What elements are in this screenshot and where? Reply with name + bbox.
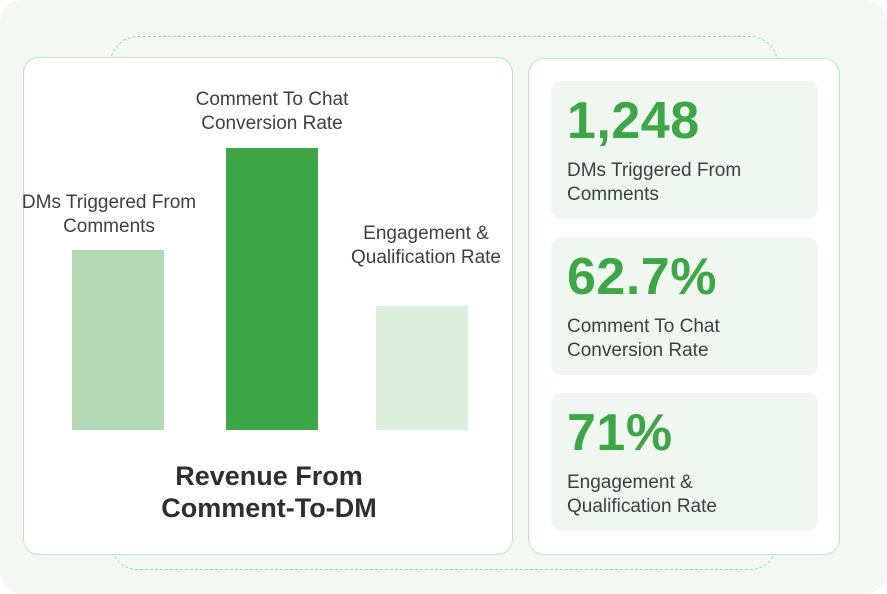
chart-card: DMs Triggered From Comments Comment To C…	[22, 57, 513, 555]
bar-label-engagement: Engagement & Qualification Rate	[351, 223, 501, 268]
stat-engagement: 71% Engagement & Qualification Rate	[551, 393, 818, 531]
bar-engagement	[376, 306, 468, 430]
bar-label-dms-triggered: DMs Triggered From Comments	[21, 192, 197, 237]
bar-dms-triggered	[72, 250, 164, 430]
stat-value: 62.7%	[567, 248, 717, 306]
stat-value: 1,248	[567, 92, 700, 150]
stat-label: Comment To Chat Conversion Rate	[567, 316, 720, 361]
bar-label-comment-to-chat: Comment To Chat Conversion Rate	[195, 89, 349, 134]
chart-title: Revenue From Comment-To-DM	[161, 461, 377, 523]
stat-value: 71%	[567, 404, 673, 462]
stats-card: 1,248 DMs Triggered From Comments 62.7% …	[528, 58, 840, 555]
stat-label: Engagement & Qualification Rate	[567, 472, 717, 517]
bar-comment-to-chat	[226, 148, 318, 430]
stat-dms-triggered: 1,248 DMs Triggered From Comments	[551, 81, 818, 219]
stat-label: DMs Triggered From Comments	[567, 160, 742, 205]
stat-comment-to-chat: 62.7% Comment To Chat Conversion Rate	[551, 237, 818, 375]
